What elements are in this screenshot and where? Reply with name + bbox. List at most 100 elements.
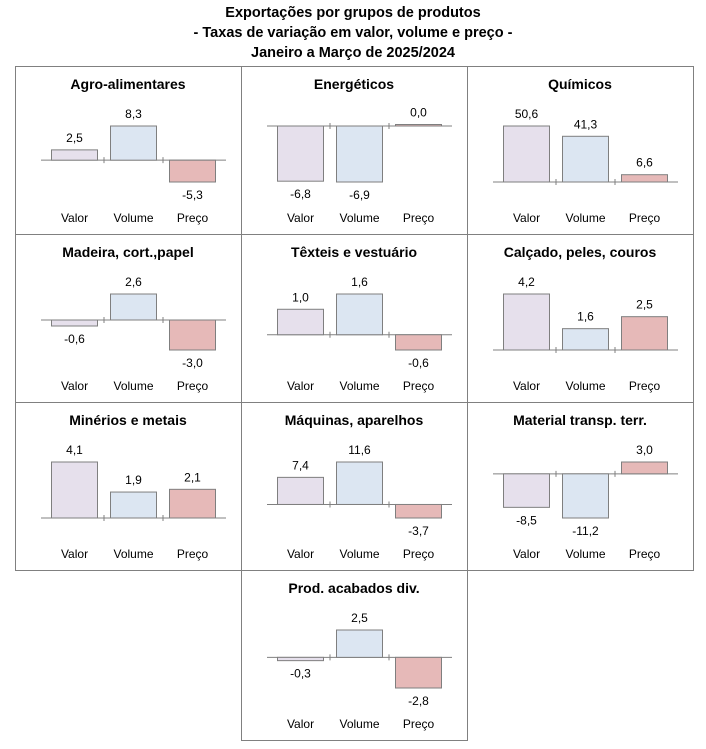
- chart-panel: Material transp. terr. -8,5 Valor -11,2 Volu…: [467, 402, 694, 571]
- category-label: Valor: [513, 547, 540, 561]
- data-label: -6,8: [290, 187, 311, 201]
- data-label: -0,6: [64, 332, 85, 346]
- data-label: -0,3: [290, 667, 311, 681]
- bar-preço: [169, 488, 216, 519]
- data-label: 2,5: [66, 131, 83, 145]
- bar-valor: [277, 656, 324, 662]
- bar-preço: [621, 461, 668, 475]
- data-label: 1,6: [577, 310, 594, 324]
- category-label: Preço: [629, 547, 661, 561]
- chart-title: Químicos: [548, 76, 612, 92]
- chart-panel: Calçado, peles, couros 4,2 Valor 1,6 Volume 2…: [467, 234, 694, 403]
- category-label: Volume: [113, 379, 153, 393]
- category-label: Volume: [339, 547, 379, 561]
- data-label: 3,0: [636, 443, 653, 457]
- bar-valor: [277, 308, 324, 336]
- category-label: Valor: [287, 717, 314, 731]
- data-label: -6,9: [349, 188, 370, 202]
- data-label: -5,3: [182, 188, 203, 202]
- category-label: Valor: [61, 379, 88, 393]
- chart-title: Material transp. terr.: [513, 412, 647, 428]
- category-label: Preço: [403, 547, 435, 561]
- data-label: 50,6: [515, 107, 539, 121]
- panel-border: [241, 570, 468, 741]
- chart-title: Prod. acabados div.: [288, 580, 419, 596]
- category-label: Valor: [287, 211, 314, 225]
- category-label: Valor: [513, 379, 540, 393]
- category-label: Volume: [339, 379, 379, 393]
- data-label: -3,7: [408, 524, 429, 538]
- category-label: Valor: [61, 211, 88, 225]
- category-label: Preço: [403, 717, 435, 731]
- chart-title: Têxteis e vestuário: [291, 244, 417, 260]
- bar-preço: [169, 159, 216, 183]
- title-line-1: Exportações por grupos de produtos: [225, 5, 481, 21]
- category-label: Valor: [287, 547, 314, 561]
- chart-title: Energéticos: [314, 76, 394, 92]
- bar-preço: [169, 319, 216, 351]
- title-line-3: Janeiro a Março de 2025/2024: [251, 45, 455, 61]
- category-label: Preço: [177, 211, 209, 225]
- category-label: Volume: [339, 717, 379, 731]
- bar-volume: [110, 491, 157, 519]
- chart-panel: Máquinas, aparelhos 7,4 Valor 11,6 Volume -3,…: [241, 402, 468, 571]
- data-label: 4,1: [66, 443, 83, 457]
- bar-volume: [110, 125, 157, 161]
- bar-volume: [336, 629, 383, 658]
- bar-valor: [277, 476, 324, 505]
- chart-title: Madeira, cort.,papel: [62, 244, 193, 260]
- bar-preço: [621, 316, 668, 351]
- category-label: Volume: [565, 547, 605, 561]
- bar-volume: [336, 461, 383, 505]
- bar-preço: [621, 174, 668, 183]
- data-label: -0,6: [408, 356, 429, 370]
- category-label: Valor: [61, 547, 88, 561]
- chart-panel: Agro-alimentares 2,5 Valor 8,3 Volume -5,3 Pre…: [15, 66, 242, 235]
- category-label: Volume: [565, 211, 605, 225]
- data-label: 41,3: [574, 117, 598, 131]
- bar-valor: [51, 149, 98, 161]
- bar-preço: [395, 124, 442, 127]
- bar-valor: [51, 319, 98, 327]
- bar-valor: [503, 293, 550, 351]
- chart-panel: Químicos 50,6 Valor 41,3 Volume 6,6 Preço: [467, 66, 694, 235]
- panel-border: [467, 402, 694, 571]
- category-label: Volume: [113, 547, 153, 561]
- category-label: Valor: [513, 211, 540, 225]
- data-label: 1,0: [292, 290, 309, 304]
- category-label: Valor: [287, 379, 314, 393]
- category-label: Preço: [177, 547, 209, 561]
- category-label: Volume: [565, 379, 605, 393]
- category-label: Preço: [177, 379, 209, 393]
- category-label: Volume: [339, 211, 379, 225]
- category-label: Preço: [403, 211, 435, 225]
- data-label: -11,2: [572, 524, 599, 538]
- data-label: 2,5: [636, 298, 653, 312]
- bar-valor: [51, 461, 98, 519]
- bar-preço: [395, 503, 442, 519]
- category-label: Preço: [629, 211, 661, 225]
- data-label: 1,6: [351, 275, 368, 289]
- data-label: -8,5: [516, 513, 537, 527]
- chart-panel: Têxteis e vestuário 1,0 Valor 1,6 Volume -0,6…: [241, 234, 468, 403]
- chart-panel: Minérios e metais 4,1 Valor 1,9 Volume 2,1 Pre…: [15, 402, 242, 571]
- bar-valor: [277, 125, 324, 182]
- bar-valor: [503, 125, 550, 183]
- data-label: 2,1: [184, 470, 201, 484]
- data-label: 6,6: [636, 156, 653, 170]
- data-label: 0,0: [410, 106, 427, 120]
- category-label: Volume: [113, 211, 153, 225]
- bar-volume: [562, 135, 609, 183]
- title-line-2: - Taxas de variação em valor, volume e p…: [193, 25, 513, 41]
- data-label: 2,5: [351, 611, 368, 625]
- chart-panel: Madeira, cort.,papel -0,6 Valor 2,6 Volume -3…: [15, 234, 242, 403]
- bar-preço: [395, 334, 442, 351]
- chart-panel: Energéticos -6,8 Valor -6,9 Volume 0,0 Preço: [241, 66, 468, 235]
- data-label: 4,2: [518, 275, 535, 289]
- data-label: 8,3: [125, 107, 142, 121]
- data-label: 2,6: [125, 275, 142, 289]
- chart-title: Minérios e metais: [69, 412, 187, 428]
- bar-preço: [395, 656, 442, 689]
- data-label: 1,9: [125, 473, 142, 487]
